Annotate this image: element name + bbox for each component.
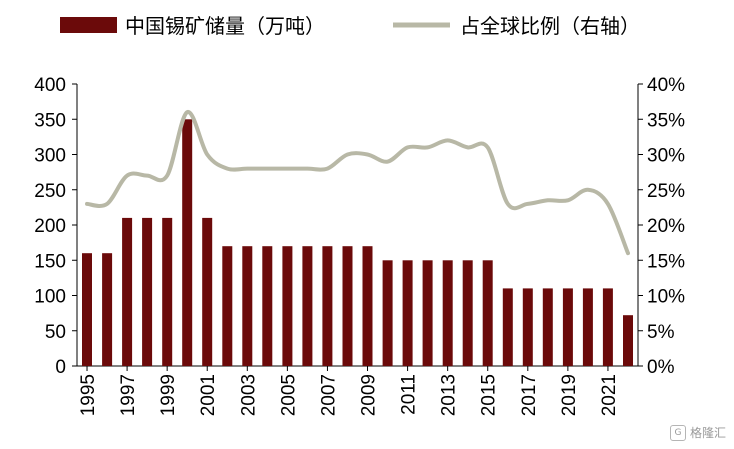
y-axis-left: 0 50 100 150 200 250 300 350 400 [34,75,77,378]
bar-2010 [382,260,393,367]
y-right-tick-label: 30% [647,146,685,167]
x-tick-label: 2013 [439,374,460,416]
bar-2003 [242,246,253,366]
bar-2015 [482,260,493,367]
bars [82,119,633,367]
ratio-line-path [85,110,630,256]
bar-2000 [182,119,193,367]
x-tick-label: 1997 [118,374,139,416]
x-tick-label: 1999 [158,374,179,416]
bar-2008 [342,246,353,366]
x-tick-label: 2015 [479,374,500,416]
watermark: G 格隆汇 [669,424,726,441]
y-axis-right: 0% 5% 10% 15% 20% 25% 30% 35% 40% [638,75,685,378]
y-left-tick-label: 100 [34,287,66,308]
x-tick-label: 2001 [198,374,219,416]
bar-2013 [442,260,453,367]
y-right-tick-label: 25% [647,181,685,202]
bar-2022 [623,315,633,366]
y-left-tick-label: 0 [55,357,66,378]
watermark-text: 格隆汇 [689,426,726,440]
y-right-tick-label: 5% [647,322,675,343]
bar-2019 [562,288,573,366]
bar-2001 [202,217,213,366]
bar-2005 [282,246,293,366]
y-left-tick-label: 250 [34,181,66,202]
x-tick-label: 1995 [78,374,99,416]
legend-bar-swatch [60,17,117,33]
y-left-tick-label: 400 [34,75,66,96]
y-left-tick-label: 150 [34,251,66,272]
bar-1996 [102,253,113,366]
bar-2020 [582,288,593,366]
x-tick-label: 2019 [559,374,580,416]
bar-2007 [322,246,333,366]
bar-1999 [162,217,173,366]
x-tick-label: 2007 [318,374,339,416]
ratio-line [85,110,630,256]
x-tick-label: 2017 [519,374,540,416]
bar-2021 [602,288,613,366]
legend: 中国锡矿储量（万吨） 占全球比例（右轴） [60,14,640,38]
x-tick-label: 2009 [359,374,380,416]
y-right-tick-label: 0% [647,357,675,378]
bar-2017 [522,288,533,366]
bar-1998 [142,217,153,366]
x-axis-labels: 1995 1997 1999 2001 2003 2005 2007 2009 2011 2013… [78,366,620,416]
bar-2012 [422,260,433,367]
bar-1995 [82,253,92,366]
bar-2011 [402,260,413,367]
x-tick-label: 2021 [599,374,620,416]
bar-2018 [542,288,553,366]
y-right-tick-label: 35% [647,110,685,131]
bar-2006 [302,246,313,366]
y-right-tick-label: 40% [647,75,685,96]
watermark-logo-icon: G [669,424,686,441]
y-left-tick-label: 200 [34,216,66,237]
axes [76,84,639,367]
bar-2004 [262,246,273,366]
x-tick-label: 2011 [399,374,420,415]
y-right-tick-label: 10% [647,287,685,308]
bar-2014 [462,260,473,367]
x-tick-label: 2005 [278,374,299,416]
legend-bar-label: 中国锡矿储量（万吨） [125,14,325,38]
bar-2016 [502,288,513,366]
x-tick-label: 2003 [238,374,259,416]
legend-line-label: 占全球比例（右轴） [460,14,640,38]
y-left-tick-label: 300 [34,146,66,167]
y-right-tick-label: 20% [647,216,685,237]
bar-1997 [122,217,133,366]
bar-2009 [362,246,373,366]
y-left-tick-label: 350 [34,110,66,131]
y-right-tick-label: 15% [647,251,685,272]
bar-2002 [222,246,233,366]
y-left-tick-label: 50 [45,322,66,343]
